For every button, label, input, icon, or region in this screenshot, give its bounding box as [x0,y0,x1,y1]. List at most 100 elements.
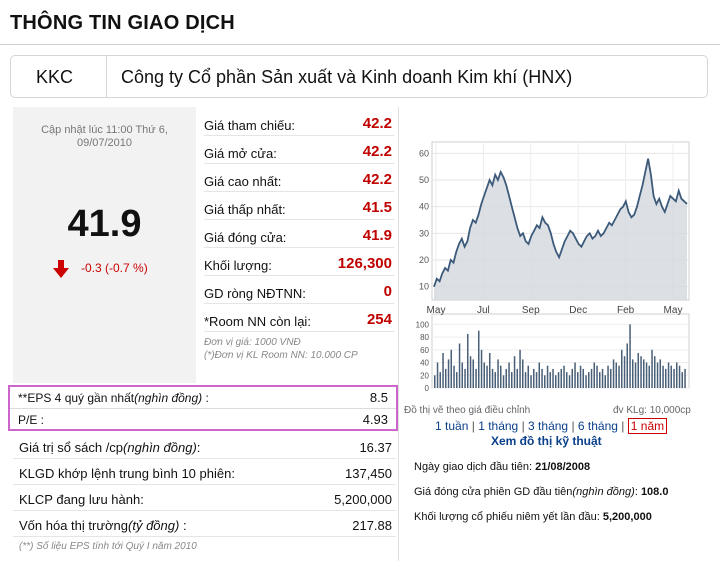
volume-bar [626,343,628,388]
stat-value: 16.37 [359,440,392,455]
volume-bar [456,372,458,388]
volume-bar [557,372,560,388]
company-code: KKC [36,67,74,87]
volume-bar [579,365,582,388]
technical-chart-link[interactable]: Xem đồ thị kỹ thuật [491,434,602,448]
volume-bar [472,359,474,388]
pe-value: 4.93 [362,412,388,427]
title-divider [0,44,720,45]
volume-bar [637,353,639,388]
volume-tick-label: 40 [420,359,429,368]
price-area [434,158,687,300]
volume-bar [524,372,527,388]
quote-row: Giá thấp nhất: 41.5 [204,192,394,220]
quote-value: 254 [366,311,392,328]
volume-bar [527,365,529,388]
volume-tick-label: 80 [420,333,429,342]
quote-value: 126,300 [337,255,392,272]
range-3-months[interactable]: 3 tháng [528,419,569,433]
volume-bar [601,368,604,388]
volume-bar [604,375,606,388]
price-chart-svg: 60 50 40 30 20 10 100 80 60 40 20 0 May Jul Sep Dec Feb M… [416,141,690,393]
quote-label: Giá cao nhất: [204,174,282,189]
volume-bar [618,365,620,388]
volume-bar [632,359,634,388]
volume-bar [461,362,463,388]
update-time-line2: 09/07/2010 [76,137,133,149]
volume-bar [588,372,590,388]
volume-bar [560,368,562,388]
company-name: Công ty Cổ phần Sản xuất và Kinh doanh K… [121,67,573,87]
listing-row: Khối lượng cổ phiếu niêm yết lần đầu: 5,… [414,511,652,523]
down-arrow-icon [53,260,69,278]
listing-row: Giá đóng cửa phiên GD đầu tiên(nghìn đồn… [414,486,668,498]
volume-bar [555,375,557,388]
quote-label: Khối lượng: [204,258,272,273]
volume-bar [651,349,653,388]
volume-bar [486,365,488,388]
quote-value: 0 [383,283,392,300]
volume-bar [643,359,645,388]
price-series-line [433,158,688,287]
listing-value: 108.0 [640,486,669,498]
quote-row: Khối lượng: 126,300 [204,248,394,276]
range-1-month[interactable]: 1 tháng [478,419,519,433]
volume-bar [519,349,521,388]
volume-bar [574,362,576,388]
pe-row: P/E : 4.93 [10,409,396,430]
volume-bar [593,362,595,388]
volume-bar [436,362,439,388]
stat-label: Vốn hóa thị trường(tỷ đồng) : [19,518,187,533]
range-separator: | [571,419,575,433]
price-chart[interactable]: 60 50 40 30 20 10 100 80 60 40 20 0 May Jul Sep Dec Feb M… [404,140,704,410]
x-tick-label: Feb [617,305,635,316]
range-1-week[interactable]: 1 tuần [435,419,469,433]
volume-bar [654,356,656,388]
volume-bar [590,368,593,388]
volume-bar [648,365,650,388]
volume-bar [673,368,675,388]
volume-bar [467,333,469,388]
volume-bar [585,375,587,388]
volume-bar [447,359,450,388]
volume-bar [458,343,461,388]
volume-bar [684,368,686,388]
volume-bar [610,368,612,388]
volume-bar [538,362,540,388]
volume-bar [497,359,499,388]
stat-label: KLGD khớp lệnh trung bình 10 phiên: [19,466,235,481]
volume-bar [489,353,491,388]
quote-value: 42.2 [362,143,392,160]
volume-bar [535,372,538,388]
volume-bar [670,365,672,388]
range-1-year[interactable]: 1 năm [627,418,668,434]
volume-bar [659,359,661,388]
stat-value: 217.88 [352,518,392,533]
eps-value: 8.5 [369,390,388,405]
eps-label: **EPS 4 quý gần nhất(nghìn đồng) : [18,391,209,405]
volume-bar [656,362,659,388]
update-time: Cập nhật lúc 11:00 Thứ 6, 09/07/2010 [13,124,196,150]
volume-bar [665,368,667,388]
stat-row: KLGD khớp lệnh trung bình 10 phiên: 137,… [13,459,396,485]
quote-label: GD ròng NĐTNN: [204,286,306,301]
volume-bar [552,368,554,388]
range-6-months[interactable]: 6 tháng [577,419,618,433]
volume-bar [480,349,483,388]
volume-bar [445,368,447,388]
volume-bar [571,368,573,388]
volume-bar [511,372,513,388]
volume-bar [478,330,480,388]
volume-bar [568,375,571,388]
quote-row: Giá mở cửa: 42.2 [204,136,394,164]
quote-value: 41.9 [362,227,392,244]
price-panel: Cập nhật lúc 11:00 Thứ 6, 09/07/2010 41.… [13,107,196,383]
volume-bar [681,372,683,388]
volume-bar [563,365,565,388]
volume-bar [439,372,441,388]
company-header: KKC Công ty Cổ phần Sản xuất và Kinh doa… [10,55,708,98]
eps-divider [10,408,396,409]
quote-value: 42.2 [362,171,392,188]
stat-label: KLCP đang lưu hành: [19,492,144,507]
stat-value: 5,200,000 [334,492,392,507]
